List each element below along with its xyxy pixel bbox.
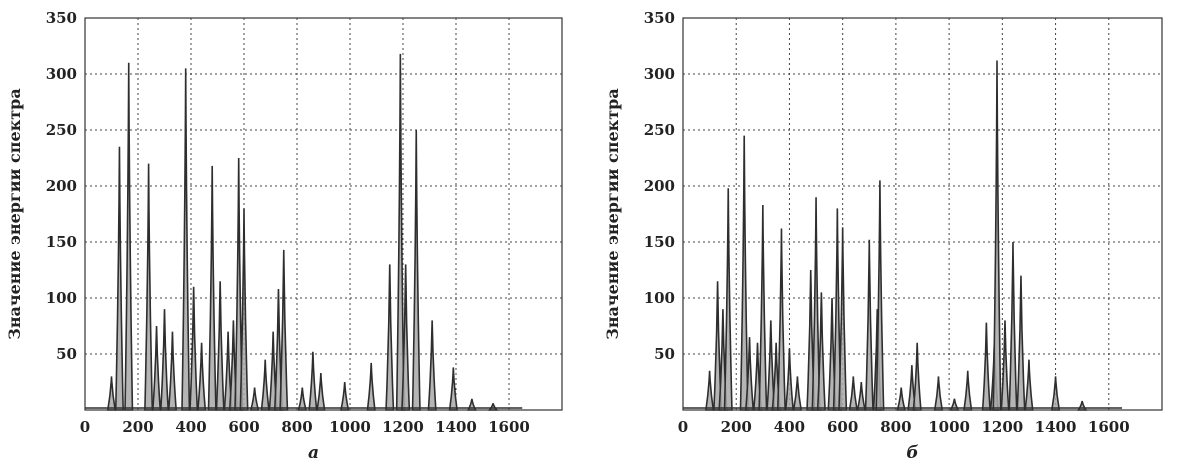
spectrum-peak [181,68,191,411]
spectrum-peak [385,264,395,411]
spectrum-peak [875,180,885,411]
spectrum-peak [838,227,848,411]
spectrum-peak [758,205,768,411]
spectrum-peak [395,53,405,411]
spectrum-peak [723,188,733,411]
spectrum-peak [124,62,134,411]
x-tick-label: 0 [678,418,688,436]
y-tick-label: 300 [46,65,77,83]
spectrum-peak [114,146,124,411]
plot-frame [682,17,1163,411]
spectrum-peak [784,348,795,411]
y-tick-label: 250 [46,121,77,139]
panel-label: б [906,443,918,463]
x-tick-label: 800 [880,418,911,436]
spectrum-peak [448,367,458,411]
spectrum-peak [197,342,207,411]
spectrum-peak [207,165,217,411]
spectrum-peak [848,376,858,411]
spectrum-peak [106,376,117,411]
y-tick-label: 150 [644,233,675,251]
y-tick-label: 50 [56,345,77,363]
y-tick-label: 350 [46,9,77,27]
y-tick-label: 250 [644,121,675,139]
x-tick-label: 1600 [1088,418,1130,436]
x-tick-label: 1400 [1035,418,1077,436]
spectrum-peak [744,337,755,411]
spectrum-peak [340,381,350,411]
x-tick-label: 400 [175,418,206,436]
spectrum-peak [411,129,421,411]
spectrum-peak [167,331,178,411]
x-tick-label: 1000 [329,418,371,436]
panel-label: а [308,443,319,463]
spectrum-peak [739,135,749,411]
y-axis-title: Значение энергии спектра [603,88,622,339]
spectrum-peak [1024,359,1034,411]
x-tick-label: 200 [122,418,153,436]
spectrum-peak [1008,241,1018,411]
spectrum-peak [963,370,973,411]
spectrum-peak [981,322,991,411]
spectrum-peak [487,403,499,411]
x-tick-label: 600 [228,418,259,436]
spectrum-peak [308,351,318,411]
chart-panel-1: 0 200 400 600 800 1000 1200 1400 1600 50 100 150 200… [5,9,563,463]
spectrum-peak [144,163,154,411]
spectrum-peak [896,387,906,411]
spectrum-peak [316,373,326,411]
x-tick-label: 1000 [928,418,970,436]
y-tick-label: 200 [46,177,77,195]
x-tick-label: 600 [827,418,858,436]
spectrum-peak [816,292,826,411]
y-tick-label: 150 [46,233,77,251]
x-tick-label: 800 [281,418,312,436]
spectrum-peak [992,60,1002,411]
y-tick-label: 100 [46,289,77,307]
x-tick-label: 1400 [435,418,477,436]
y-tick-label: 300 [644,65,675,83]
plot-frame [84,17,563,411]
spectrum-peak [151,325,162,411]
y-tick-label: 350 [644,9,675,27]
spectrum-peak [427,320,437,411]
spectrum-peak [864,239,874,411]
spectrum-peak [234,157,244,411]
spectrum-peak [912,342,922,411]
spectrum-peak [249,387,260,411]
x-tick-label: 0 [80,418,90,436]
spectrum-peak [215,281,225,411]
spectrum-peak [704,370,715,411]
spectrum-peak [260,359,270,411]
spectrum-peak [297,387,308,411]
x-tick-label: 1200 [382,418,424,436]
spectrum-peak [1000,320,1010,411]
y-tick-label: 200 [644,177,675,195]
spectrum-peak [239,208,249,411]
chart-panel-2: 0 200 400 600 800 1000 1200 1400 1600 50 100 150 200… [603,9,1163,463]
x-tick-label: 200 [721,418,752,436]
spectrum-peak [811,197,821,411]
spectrum-peak [159,309,170,411]
spectrum-peak [189,286,199,411]
y-tick-label: 50 [654,345,675,363]
spectrum-peak [366,362,376,411]
spectrum-peak [279,249,289,411]
x-tick-label: 1200 [981,418,1023,436]
spectrum-peak [1016,275,1026,411]
spectrum-peak [933,376,944,411]
spectrum-peak [1050,376,1061,411]
x-tick-label: 1600 [488,418,530,436]
spectrum-peak [792,376,803,411]
spectrum-peak [856,381,867,411]
y-axis-title: Значение энергии спектра [5,88,24,339]
spectrum-peak [776,228,787,411]
x-tick-label: 400 [774,418,805,436]
y-tick-label: 100 [644,289,675,307]
spectrum-peak [401,264,411,411]
